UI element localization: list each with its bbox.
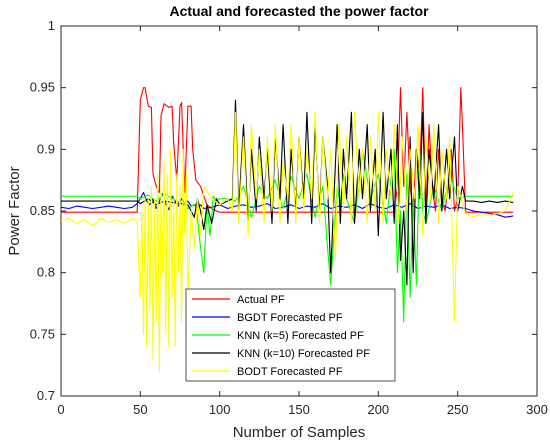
series-line-5 [60,111,514,372]
y-axis-label: Power Factor [6,166,23,255]
legend: Actual PF BGDT Forecasted PF KNN (k=5) For… [185,288,396,382]
legend-label-2: BGDT Forecasted PF [237,312,343,324]
series-layer [60,87,514,372]
legend-label-4: KNN (k=10) Forecasted PF [237,348,370,360]
x-tick-label: 200 [367,402,389,417]
x-tick-label: 150 [288,402,310,417]
x-tick-label: 0 [57,402,64,417]
y-tick-label: 0.7 [37,388,55,403]
series-line-2 [60,191,514,218]
y-tick-label: 0.85 [30,203,55,218]
y-tick-label: 0.95 [30,80,55,95]
x-tick-label: 300 [526,402,548,417]
series-line-1 [61,87,514,213]
ticks-layer: 0 50 100 150 200 250 300 0.7 0.75 0.8 0.85 0.9 0.95 1 [30,18,548,417]
legend-label-1: Actual PF [237,294,285,306]
chart-title: Actual and forecasted the power factor [169,3,429,19]
x-tick-label: 50 [133,402,147,417]
y-tick-label: 1 [48,18,55,33]
legend-label-5: BODT Forecasted PF [237,366,343,378]
x-axis-label: Number of Samples [233,424,366,441]
legend-label-3: KNN (k=5) Forecasted PF [237,330,364,342]
y-tick-label: 0.8 [37,265,55,280]
y-tick-label: 0.75 [30,326,55,341]
x-tick-label: 250 [447,402,469,417]
x-tick-label: 100 [209,402,231,417]
y-tick-label: 0.9 [37,141,55,156]
